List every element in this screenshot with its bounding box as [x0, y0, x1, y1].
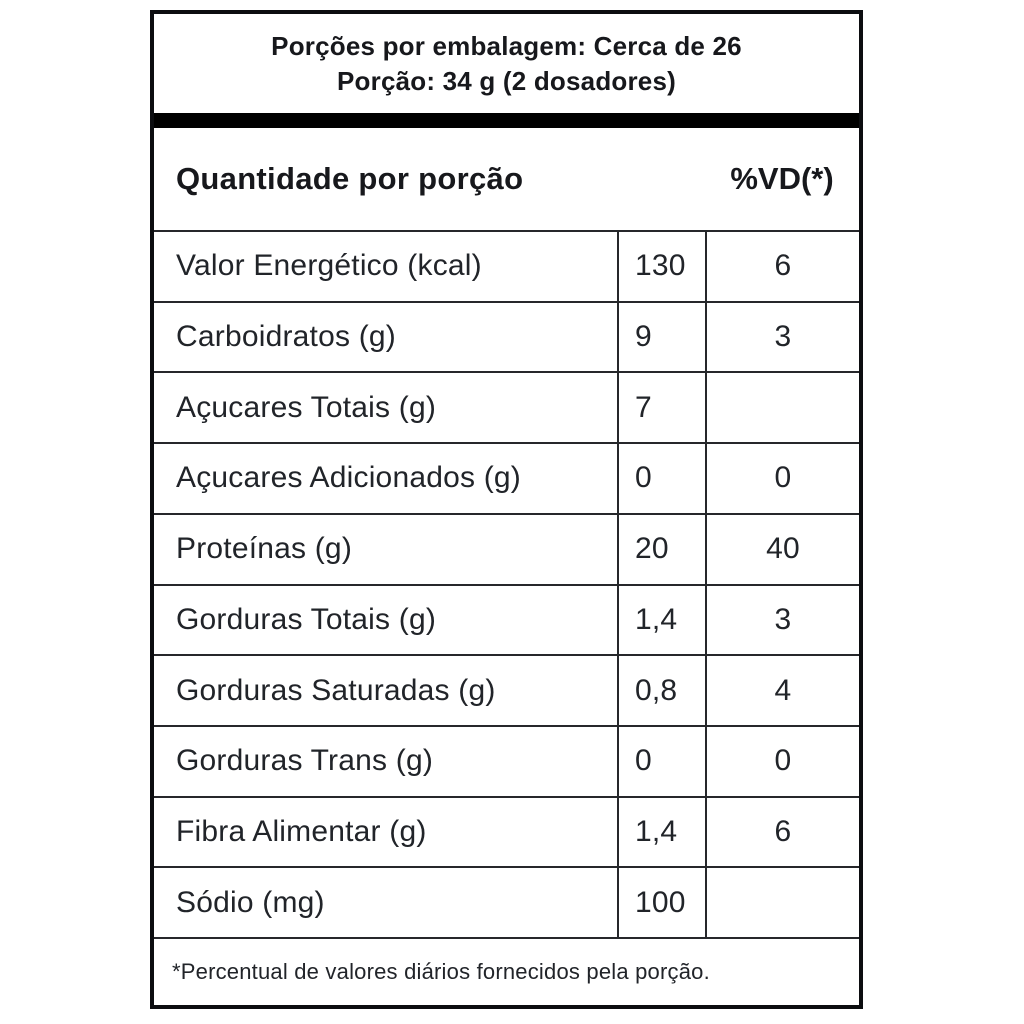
nutrient-amount-cell: 100: [617, 868, 705, 938]
nutrient-dv-cell: 3: [705, 585, 859, 655]
column-header-row: Quantidade por porção %VD(*): [154, 128, 859, 232]
nutrient-name-cell: Açucares Totais (g): [154, 373, 617, 442]
nutrient-dv-text: 3: [774, 602, 792, 636]
nutrition-rows: Valor Energético (kcal) 130 6 Carboidrat…: [154, 232, 859, 940]
nutrient-amount-cell: 0: [617, 444, 705, 513]
nutrient-dv-cell: 6: [705, 232, 859, 301]
table-row: Gorduras Saturadas (g) 0,8 4: [154, 656, 859, 727]
nutrient-dv-text: 40: [766, 532, 800, 566]
nutrient-dv-text: 0: [774, 744, 792, 778]
nutrient-amount-text: 1,4: [635, 814, 678, 848]
nutrient-amount-cell: 0: [617, 726, 705, 796]
nutrient-amount-cell: 7: [617, 373, 705, 443]
nutrient-amount-text: 9: [635, 320, 652, 354]
divider-bar: [154, 113, 859, 128]
nutrient-dv-cell: [705, 373, 859, 443]
portion-size-text: Porção: 34 g (2 dosadores): [337, 65, 676, 96]
nutrient-amount-cell: 9: [617, 302, 705, 372]
nutrient-amount-text: 130: [635, 249, 686, 283]
nutrient-amount-text: 0: [635, 744, 652, 778]
nutrient-dv-cell: 0: [705, 444, 859, 513]
daily-value-header: %VD(*): [730, 161, 834, 196]
nutrient-amount-cell: 1,4: [617, 797, 705, 867]
nutrient-name-cell: Fibra Alimentar (g): [154, 798, 617, 867]
nutrient-name-cell: Açucares Adicionados (g): [154, 444, 617, 513]
nutrient-amount-text: 0: [635, 461, 652, 495]
nutrient-dv-cell: 4: [705, 656, 859, 725]
nutrient-amount-text: 100: [635, 885, 686, 919]
nutrient-amount-text: 0,8: [635, 673, 678, 707]
nutrient-name-text: Açucares Totais (g): [176, 390, 437, 424]
table-row: Açucares Totais (g) 7: [154, 373, 859, 445]
table-row: Açucares Adicionados (g) 0 0: [154, 444, 859, 515]
nutrient-name-cell: Sódio (mg): [154, 868, 617, 937]
nutrient-amount-text: 7: [635, 390, 652, 424]
nutrient-name-text: Sódio (mg): [176, 885, 325, 919]
table-row: Proteínas (g) 20 40: [154, 514, 859, 586]
nutrient-amount-text: 20: [635, 532, 669, 566]
nutrient-dv-text: 4: [774, 673, 792, 707]
nutrient-name-cell: Gorduras Trans (g): [154, 727, 617, 796]
nutrient-amount-cell: 1,4: [617, 585, 705, 655]
nutrient-amount-cell: 0,8: [617, 656, 705, 725]
table-row: Gorduras Trans (g) 0 0: [154, 726, 859, 798]
nutrient-dv-text: 6: [774, 249, 792, 283]
servings-per-package-text: Porções por embalagem: Cerca de 26: [271, 30, 742, 61]
table-row: Gorduras Totais (g) 1,4 3: [154, 585, 859, 657]
footnote-row: *Percentual de valores diários fornecido…: [154, 939, 859, 1005]
nutrient-dv-cell: 0: [705, 726, 859, 796]
nutrient-name-cell: Gorduras Saturadas (g): [154, 656, 617, 725]
nutrient-dv-text: 0: [774, 461, 792, 495]
table-row: Carboidratos (g) 9 3: [154, 302, 859, 374]
nutrient-name-cell: Carboidratos (g): [154, 303, 617, 372]
nutrient-name-text: Carboidratos (g): [176, 320, 396, 354]
nutrient-amount-text: 1,4: [635, 602, 678, 636]
nutrient-name-text: Valor Energético (kcal): [176, 249, 482, 283]
nutrient-dv-text: 3: [774, 320, 792, 354]
serving-header: Porções por embalagem: Cerca de 26 Porçã…: [154, 14, 859, 113]
nutrition-label: Porções por embalagem: Cerca de 26 Porçã…: [150, 10, 863, 1009]
nutrient-name-text: Gorduras Trans (g): [176, 744, 434, 778]
nutrient-dv-text: 6: [774, 814, 792, 848]
nutrient-amount-cell: 20: [617, 514, 705, 584]
table-row: Valor Energético (kcal) 130 6: [154, 232, 859, 303]
nutrient-amount-cell: 130: [617, 232, 705, 301]
nutrient-name-text: Fibra Alimentar (g): [176, 814, 427, 848]
nutrient-name-cell: Proteínas (g): [154, 515, 617, 584]
nutrient-name-cell: Valor Energético (kcal): [154, 232, 617, 301]
table-row: Sódio (mg) 100: [154, 868, 859, 940]
table-row: Fibra Alimentar (g) 1,4 6: [154, 797, 859, 869]
nutrient-dv-cell: [705, 868, 859, 938]
quantity-per-portion-header: Quantidade por porção: [176, 161, 524, 196]
nutrient-dv-cell: 3: [705, 302, 859, 372]
nutrient-name-text: Proteínas (g): [176, 532, 353, 566]
nutrient-name-text: Gorduras Saturadas (g): [176, 673, 496, 707]
nutrient-name-text: Açucares Adicionados (g): [176, 461, 521, 495]
nutrient-name-text: Gorduras Totais (g): [176, 602, 437, 636]
nutrient-dv-cell: 6: [705, 797, 859, 867]
nutrient-name-cell: Gorduras Totais (g): [154, 586, 617, 655]
nutrient-dv-cell: 40: [705, 514, 859, 584]
footnote-text: *Percentual de valores diários fornecido…: [172, 959, 710, 984]
